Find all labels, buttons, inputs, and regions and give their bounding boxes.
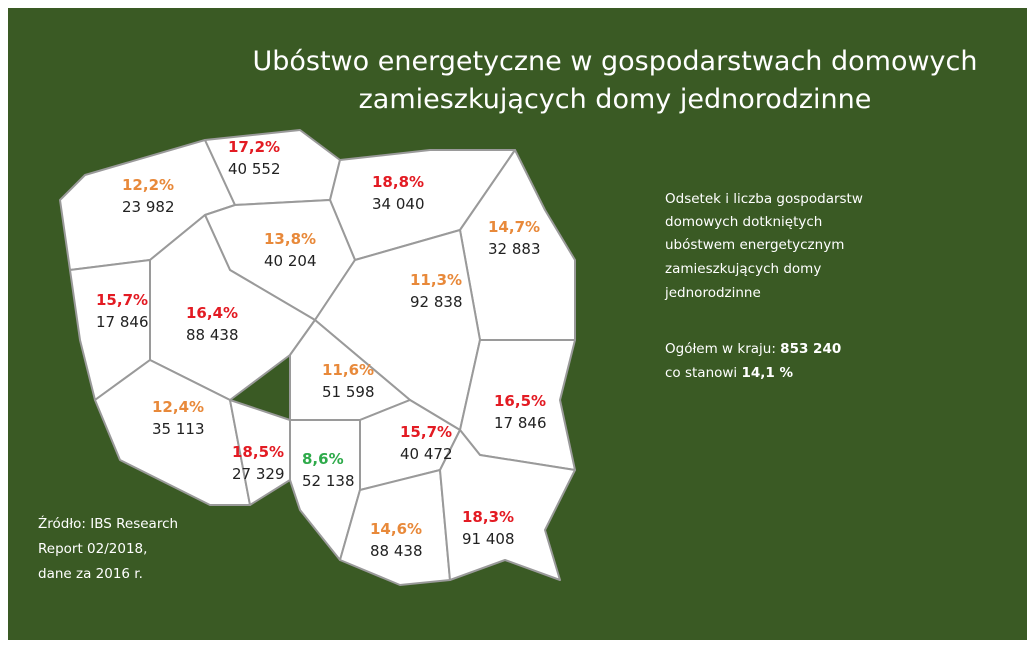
region-count: 51 598	[322, 383, 375, 401]
region-shape	[149, 214, 316, 401]
region-shape	[439, 429, 576, 581]
region-percent: 15,7%	[96, 291, 148, 309]
region-percent: 16,5%	[494, 392, 546, 410]
region-count: 17 846	[96, 313, 149, 331]
region-percent: 18,3%	[462, 508, 514, 526]
share-value: 14,1 %	[741, 365, 793, 381]
description-line: domowych dotkniętych	[665, 214, 822, 230]
source-line: Report 02/2018,	[38, 541, 147, 557]
region-count: 40 472	[400, 445, 453, 463]
share: co stanowi 14,1 %	[665, 365, 793, 381]
map	[59, 129, 576, 586]
region-percent: 8,6%	[302, 450, 344, 468]
description-line: Odsetek i liczba gospodarstw	[665, 191, 863, 207]
region-count: 52 138	[302, 472, 355, 490]
region-count: 91 408	[462, 530, 515, 548]
region-count: 40 204	[264, 252, 317, 270]
total-label: Ogółem w kraju:	[665, 341, 776, 357]
region-percent: 12,2%	[122, 176, 174, 194]
region-percent: 15,7%	[400, 423, 452, 441]
source-line: Źródło: IBS Research	[38, 514, 178, 532]
region-count: 92 838	[410, 293, 463, 311]
source-line: dane za 2016 r.	[38, 566, 143, 582]
title-line: Ubóstwo energetyczne w gospodarstwach do…	[252, 46, 977, 77]
description-line: zamieszkujących domy	[665, 261, 821, 277]
region-count: 32 883	[488, 240, 541, 258]
region-percent: 14,7%	[488, 218, 540, 236]
region-percent: 17,2%	[228, 138, 280, 156]
region-percent: 18,5%	[232, 443, 284, 461]
region-shape	[339, 469, 451, 586]
region-percent: 16,4%	[186, 304, 238, 322]
region-percent: 11,6%	[322, 361, 374, 379]
region-percent: 11,3%	[410, 271, 462, 289]
total-value: 853 240	[780, 341, 841, 357]
region-count: 88 438	[186, 326, 239, 344]
region-count: 27 329	[232, 465, 285, 483]
region-count: 34 040	[372, 195, 425, 213]
region-count: 23 982	[122, 198, 175, 216]
region-count: 17 846	[494, 414, 547, 432]
description-line: jednorodzinne	[664, 285, 761, 301]
region-percent: 13,8%	[264, 230, 316, 248]
region-count: 35 113	[152, 420, 205, 438]
share-label: co stanowi	[665, 365, 737, 381]
region-count: 40 552	[228, 160, 281, 178]
title-line: zamieszkujących domy jednorodzinne	[359, 84, 872, 115]
region-percent: 18,8%	[372, 173, 424, 191]
total: Ogółem w kraju: 853 240	[665, 341, 841, 357]
region-percent: 14,6%	[370, 520, 422, 538]
region-percent: 12,4%	[152, 398, 204, 416]
description-line: ubóstwem energetycznym	[665, 237, 844, 253]
region-count: 88 438	[370, 542, 423, 560]
